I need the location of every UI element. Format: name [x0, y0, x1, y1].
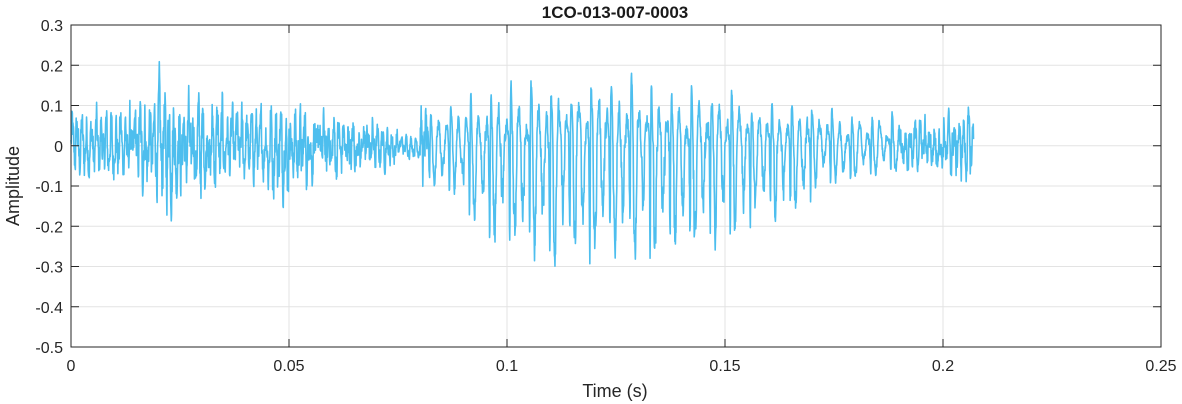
y-tick-label: 0.2	[41, 58, 63, 75]
x-tick-label: 0.1	[496, 358, 518, 375]
y-tick-label: 0.3	[41, 18, 63, 35]
chart-title: 1CO-013-007-0003	[542, 3, 688, 22]
y-tick-label: 0	[54, 139, 63, 156]
y-tick-label: -0.1	[35, 179, 63, 196]
y-tick-label: -0.2	[35, 219, 63, 236]
waveform-line	[70, 60, 975, 267]
y-tick-label: -0.5	[35, 340, 63, 357]
x-tick-label: 0.05	[273, 358, 304, 375]
y-axis-label: Amplitude	[3, 146, 23, 226]
x-tick-label: 0.15	[709, 358, 740, 375]
x-axis-label: Time (s)	[582, 381, 647, 401]
x-tick-label: 0	[67, 358, 76, 375]
x-tick-label: 0.2	[932, 358, 954, 375]
y-tick-label: -0.3	[35, 260, 63, 277]
ticks: 0 0.05 0.1 0.15 0.2 0.25 0.3 0.2 0.1 0 -0.1 -0.2 -0.…	[35, 18, 1176, 375]
grid	[70, 24, 1162, 348]
y-tick-label: -0.4	[35, 300, 63, 317]
x-tick-label: 0.25	[1145, 358, 1176, 375]
y-tick-label: 0.1	[41, 99, 63, 116]
